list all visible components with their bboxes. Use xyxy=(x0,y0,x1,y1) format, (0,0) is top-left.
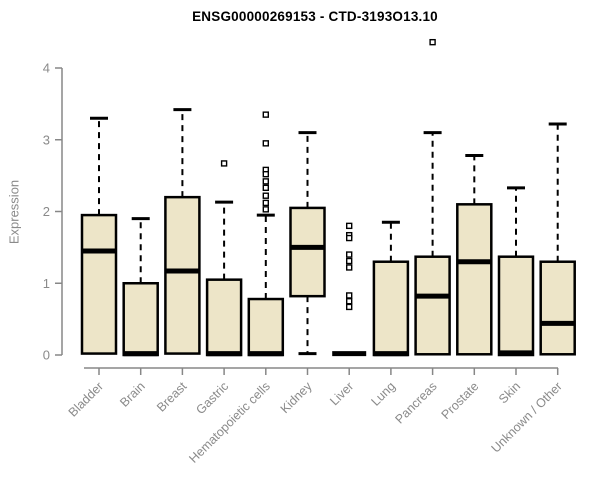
outlier-point xyxy=(346,264,353,271)
box-iqr xyxy=(247,297,285,357)
outlier-point xyxy=(262,178,269,185)
outlier-point xyxy=(346,234,353,242)
x-tick-label: Skin xyxy=(496,379,523,406)
outlier-point xyxy=(262,184,269,192)
y-tick-label: 4 xyxy=(43,61,50,76)
outlier-point xyxy=(346,257,353,265)
outlier-point xyxy=(220,160,228,167)
x-tick-label: Lung xyxy=(368,379,398,409)
box-iqr xyxy=(164,195,201,355)
x-tick-label: Unknown / Other xyxy=(489,379,565,455)
box-iqr xyxy=(372,260,410,357)
x-tick-label: Gastric xyxy=(193,379,231,417)
x-tick-label: Liver xyxy=(327,379,356,408)
outlier-point xyxy=(262,140,269,147)
outlier-point xyxy=(346,292,353,299)
outlier-point xyxy=(346,297,353,305)
outlier-point xyxy=(346,222,353,230)
box-iqr xyxy=(414,255,451,356)
outlier-point xyxy=(429,38,436,46)
y-tick-label: 1 xyxy=(43,276,50,291)
y-tick-label: 3 xyxy=(43,132,50,147)
outlier-point xyxy=(262,170,269,178)
box-iqr xyxy=(539,260,576,356)
x-tick-label: Brain xyxy=(117,379,148,410)
outlier-point xyxy=(262,199,269,207)
box-iqr xyxy=(289,206,326,298)
outlier-point xyxy=(262,111,269,118)
x-tick-label: Prostate xyxy=(439,379,482,422)
outlier-point xyxy=(262,206,269,213)
outlier-point xyxy=(346,303,353,311)
x-tick-label: Breast xyxy=(154,379,190,415)
box-iqr xyxy=(122,282,159,357)
outlier-point xyxy=(346,251,353,258)
x-tick-label: Kidney xyxy=(278,379,315,416)
box-iqr xyxy=(80,213,118,355)
y-tick-label: 0 xyxy=(43,348,50,363)
box-iqr xyxy=(205,278,243,357)
box-iqr xyxy=(497,255,535,357)
x-tick-label: Hematopoietic cells xyxy=(186,379,273,466)
chart-title: ENSG00000269153 - CTD-3193O13.10 xyxy=(192,9,438,24)
y-tick-label: 2 xyxy=(43,204,50,219)
x-tick-label: Pancreas xyxy=(392,379,439,426)
x-tick-label: Bladder xyxy=(66,379,106,419)
box-iqr xyxy=(456,203,493,356)
outlier-point xyxy=(262,192,269,199)
